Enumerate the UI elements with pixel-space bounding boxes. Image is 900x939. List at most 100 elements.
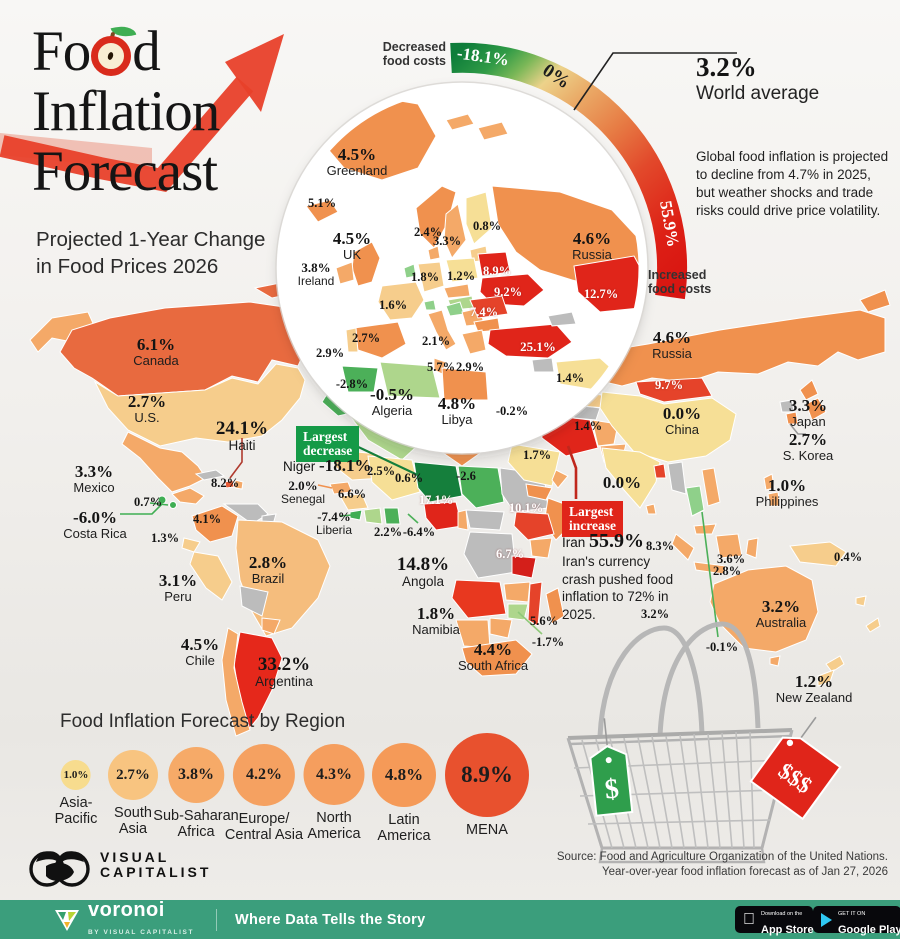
map-label: 8.2% [211, 477, 239, 490]
country-value: 8.9% [482, 264, 512, 278]
map-label: 2.0% Senegal [281, 479, 325, 505]
world-average-note: Global food inflation is projected to de… [696, 149, 889, 218]
map-label: -0.1% [706, 641, 738, 654]
map-label: 1.4% [556, 372, 584, 385]
country-value: 4.8% [437, 394, 477, 413]
tag-low-text: $ [603, 773, 620, 805]
page-title: Fo d Inflation Forecast [32, 20, 220, 203]
country-value: 2.1% [421, 334, 451, 348]
region-label: Asia- Pacific [54, 795, 98, 827]
region-label: Europe/ Central Asia [224, 811, 304, 843]
country-value: 3.3% [432, 234, 462, 248]
country-name: Algeria [371, 402, 413, 418]
map-label: 1.6% [379, 299, 407, 312]
visual-capitalist-logo: VISUAL CAPITALIST [100, 849, 212, 880]
country-value: 7.4% [469, 305, 499, 319]
region-value: 3.8% [177, 766, 214, 783]
map-label: 14.8% Angola [397, 555, 449, 589]
color-scale-arc [450, 42, 687, 300]
region-bubble: 2.7% South Asia [108, 750, 158, 837]
country-value: 2.7% [788, 430, 828, 449]
country-name: U.S. [134, 409, 160, 425]
country-value: 3.1% [158, 571, 198, 590]
country-name: Liberia [315, 522, 353, 537]
country-value: 3.2% [640, 607, 670, 621]
apple-logo-icon:  [743, 911, 755, 928]
map-label: 1.7% [523, 449, 551, 462]
country-value: 5.6% [529, 614, 559, 628]
country-name: UK [342, 246, 362, 262]
world-average-value: 3.2% [696, 52, 757, 82]
map-label: 5.7% [427, 361, 455, 374]
country-name: Brazil [251, 570, 285, 586]
map-label: 4.4% South Africa [458, 641, 528, 672]
continents [29, 281, 891, 737]
map-label: 2.4% [414, 226, 442, 239]
country-name: Argentina [255, 673, 313, 689]
region-label: North America [307, 810, 361, 842]
region-value: 4.3% [316, 765, 352, 783]
map-label: 4.5% Greenland [327, 146, 388, 177]
country-value: 2.5% [366, 464, 396, 478]
country-name: Angola [401, 573, 445, 589]
country-value: 33.2% [257, 654, 311, 675]
map-label: 2.8% Brazil [249, 554, 287, 585]
world-average: 3.2% World average [696, 52, 819, 105]
country-value: 1.0% [767, 476, 807, 495]
map-label: 6.7% [496, 548, 524, 561]
country-value: 1.3% [150, 531, 180, 545]
map-label: 2.9% [316, 347, 344, 360]
country-value: 1.4% [573, 419, 603, 433]
country-name: Australia [755, 614, 807, 630]
map-label: 0.8% [473, 220, 501, 233]
country-value: 4.5% [337, 145, 377, 164]
google-play-badge[interactable]: GET IT ON Google Play [813, 906, 900, 936]
country-name: Haiti [228, 437, 256, 453]
country-value: 24.1% [215, 418, 269, 439]
connector-lines [120, 52, 806, 638]
country-value: 2.7% [351, 331, 381, 345]
map-label: 2.1% [422, 335, 450, 348]
region-section-title: Food Inflation Forecast by Region [60, 711, 346, 732]
country-value: -0.5% [370, 385, 414, 404]
country-value: 0.0% [602, 473, 642, 492]
country-value: 2.8% [712, 564, 742, 578]
country-name: Philippines [755, 493, 819, 509]
map-label: 3.3% [433, 235, 461, 248]
country-value: 2.4% [413, 225, 443, 239]
voronoi-icon [55, 909, 79, 931]
map-label: -7.4% Liberia [316, 510, 352, 536]
legend-increased-label: Increased food costs [648, 268, 712, 296]
map-label: 0.0% [603, 474, 641, 492]
country-name: South Africa [457, 657, 529, 673]
country-name: Senegal [280, 491, 326, 506]
country-name: China [665, 421, 699, 437]
country-value: 2.7% [127, 392, 167, 411]
country-value: 0.6% [394, 471, 424, 485]
region-bubble: 3.8% Sub-Saharan Africa [153, 747, 239, 840]
country-value: 1.2% [446, 269, 476, 283]
country-value: 2.2% [373, 525, 403, 539]
map-label: 3.8% Ireland [298, 261, 335, 287]
map-label: 8.3% [646, 540, 674, 553]
country-value: 4.5% [332, 229, 372, 248]
map-label: 25.1% [520, 340, 556, 354]
map-label: -6.0% Costa Rica [63, 509, 127, 540]
country-name: Japan [790, 413, 826, 429]
apple-icon [91, 22, 137, 76]
map-label: 2.7% S. Korea [783, 431, 834, 462]
map-label: 8.9% [483, 265, 511, 278]
country-value: 3.6% [716, 552, 746, 566]
region-value: 1.0% [63, 769, 89, 781]
country-name: Libya [441, 411, 473, 427]
region-value: 4.8% [384, 765, 424, 784]
map-label: 1.8% [411, 271, 439, 284]
map-label: 2.7% [352, 332, 380, 345]
country-value: 2.9% [455, 360, 485, 374]
map-label: 2.8% [713, 565, 741, 578]
country-value: 2.8% [248, 553, 288, 572]
map-label: 4.5% Chile [181, 636, 219, 667]
country-name: Chile [185, 652, 215, 668]
footer-tagline: Where Data Tells the Story [235, 911, 426, 928]
